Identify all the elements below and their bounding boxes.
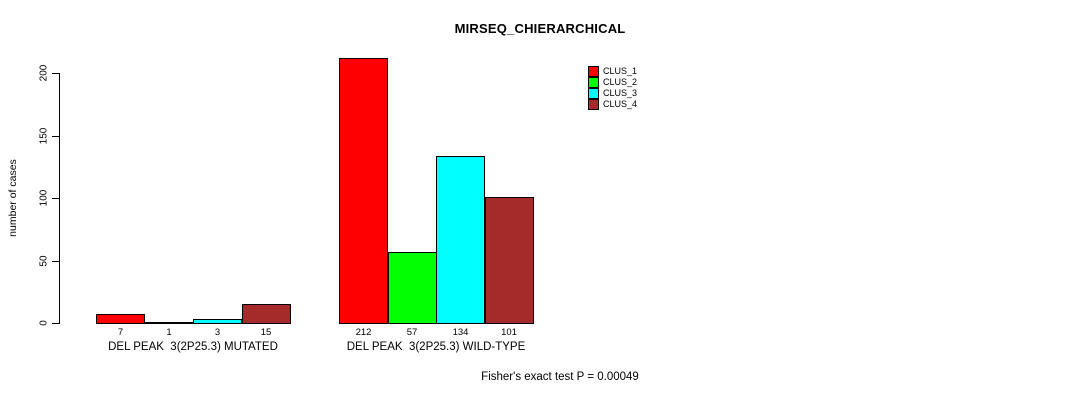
legend-swatch-icon (588, 77, 599, 88)
annotation-fishers-test: Fisher's exact test P = 0.00049 (481, 371, 639, 383)
bar-value-label: 1 (166, 327, 172, 338)
bar-value-label: 57 (406, 327, 418, 338)
legend-swatch-icon (588, 66, 599, 77)
y-tick-label: 50 (38, 254, 50, 267)
bar-clus_1 (339, 58, 388, 324)
bar-clus_4 (241, 304, 291, 324)
y-tick-label: 0 (38, 320, 50, 326)
bar-clus_2 (144, 321, 194, 324)
y-tick-mark (52, 260, 60, 262)
y-tick-mark (52, 323, 60, 324)
x-category-label-wild-type: DEL PEAK 3(2P25.3) WILD-TYPE (346, 341, 526, 353)
bar-clus_3 (436, 155, 485, 324)
legend-swatch-icon (588, 88, 599, 99)
bar-clus_1 (96, 314, 145, 324)
legend-item: CLUS_4 (588, 99, 637, 110)
legend-label: CLUS_3 (603, 88, 638, 98)
bar-value-label: 15 (260, 327, 272, 338)
legend-label: CLUS_1 (603, 66, 638, 76)
legend-label: CLUS_4 (603, 99, 638, 109)
bar-value-label: 3 (214, 327, 221, 338)
legend-item: CLUS_3 (588, 88, 637, 99)
bar-value-label: 101 (501, 327, 517, 338)
legend-item: CLUS_2 (588, 77, 637, 88)
x-category-label-mutated: DEL PEAK 3(2P25.3) MUTATED (108, 341, 278, 353)
chart-title: MIRSEQ_CHIERARCHICAL (454, 21, 626, 36)
legend-swatch-icon (588, 99, 599, 110)
bar-value-label: 212 (355, 327, 372, 338)
y-tick-label: 200 (38, 64, 50, 82)
bar-clus_4 (484, 196, 534, 324)
legend-item: CLUS_1 (588, 66, 637, 77)
bar-value-label: 134 (452, 327, 469, 338)
y-tick-label: 150 (38, 127, 50, 144)
y-tick-mark (52, 198, 60, 199)
legend-label: CLUS_2 (603, 77, 638, 87)
y-tick-mark (52, 135, 60, 137)
bar-clus_3 (193, 319, 242, 324)
bar-value-label: 7 (117, 327, 124, 338)
y-tick-mark (52, 73, 60, 74)
y-axis-label: number of cases (7, 159, 19, 237)
legend: CLUS_1 CLUS_2 CLUS_3 CLUS_4 (588, 66, 637, 110)
bar-clus_2 (387, 251, 437, 324)
y-tick-label: 100 (38, 189, 50, 207)
